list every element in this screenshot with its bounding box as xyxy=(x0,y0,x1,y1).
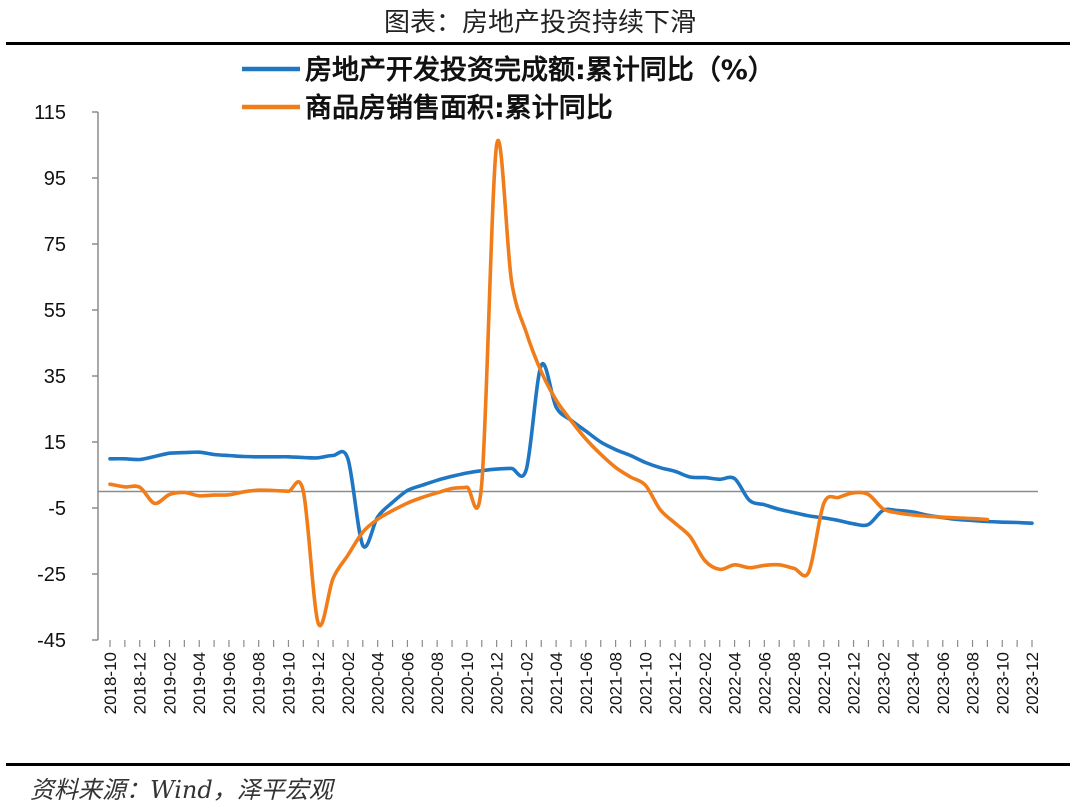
legend-label-sales-area: 商品房销售面积:累计同比 xyxy=(305,92,613,124)
x-tick-label: 2018-10 xyxy=(101,652,120,714)
x-tick-label: 2022-12 xyxy=(845,652,864,714)
x-tick-label: 2020-06 xyxy=(398,652,417,714)
x-tick-label: 2021-10 xyxy=(636,652,655,714)
x-tick-label: 2019-02 xyxy=(160,652,179,714)
x-tick-label: 2022-02 xyxy=(696,652,715,714)
x-tick-label: 2021-02 xyxy=(517,652,536,714)
series-sales-area-line xyxy=(108,139,990,628)
axes: 115 95 75 55 35 15 -5 -25 -45 2018-10 2018-12 2019-… xyxy=(34,102,1042,714)
x-tick-label: 2021-08 xyxy=(607,652,626,714)
x-tick-label: 2019-06 xyxy=(220,652,239,714)
y-tick-label: 15 xyxy=(44,432,66,454)
x-tick-label: 2023-08 xyxy=(964,652,983,714)
x-tick-label: 2021-06 xyxy=(577,652,596,714)
x-tick-label: 2022-08 xyxy=(785,652,804,714)
x-tick-label: 2020-12 xyxy=(488,652,507,714)
legend: 房地产开发投资完成额:累计同比（%） 商品房销售面积:累计同比 xyxy=(242,54,775,124)
x-tick-label: 2023-12 xyxy=(1023,652,1042,714)
y-tick-label: -5 xyxy=(48,498,66,520)
x-tick-label: 2023-10 xyxy=(993,652,1012,714)
y-tick-label: 95 xyxy=(44,168,66,190)
y-tick-label: 75 xyxy=(44,234,66,256)
x-tick-label: 2021-12 xyxy=(666,652,685,714)
bottom-rule xyxy=(6,763,1070,766)
x-tick-label: 2018-12 xyxy=(131,652,150,714)
x-tick-label: 2023-02 xyxy=(874,652,893,714)
chart-title: 图表：房地产投资持续下滑 xyxy=(383,8,696,38)
x-tick-label: 2021-04 xyxy=(547,652,566,714)
x-tick-label: 2019-04 xyxy=(190,652,209,714)
x-tick-label: 2023-04 xyxy=(904,652,923,714)
x-tick-label: 2022-04 xyxy=(726,652,745,714)
x-tick-label: 2020-02 xyxy=(339,652,358,714)
y-tick-label: 115 xyxy=(34,102,66,124)
source-note: 资料来源：Wind，泽平宏观 xyxy=(30,776,333,804)
x-tick-label: 2020-08 xyxy=(428,652,447,714)
x-tick-label: 2023-06 xyxy=(934,652,953,714)
series-investment-line xyxy=(108,361,1034,549)
x-tick-label: 2019-12 xyxy=(309,652,328,714)
x-tick-label: 2020-04 xyxy=(369,652,388,714)
x-tick-label: 2022-10 xyxy=(815,652,834,714)
y-tick-label: -45 xyxy=(37,630,66,652)
x-tick-label: 2022-06 xyxy=(755,652,774,714)
series-lines xyxy=(108,139,1034,628)
x-tick-label: 2019-08 xyxy=(250,652,269,714)
x-tick-label: 2020-10 xyxy=(458,652,477,714)
y-tick-label: -25 xyxy=(37,564,66,586)
legend-label-investment: 房地产开发投资完成额:累计同比（%） xyxy=(305,54,775,86)
x-tick-label: 2019-10 xyxy=(279,652,298,714)
y-tick-label: 55 xyxy=(44,300,66,322)
top-rule xyxy=(6,42,1070,45)
y-tick-label: 35 xyxy=(44,366,66,388)
